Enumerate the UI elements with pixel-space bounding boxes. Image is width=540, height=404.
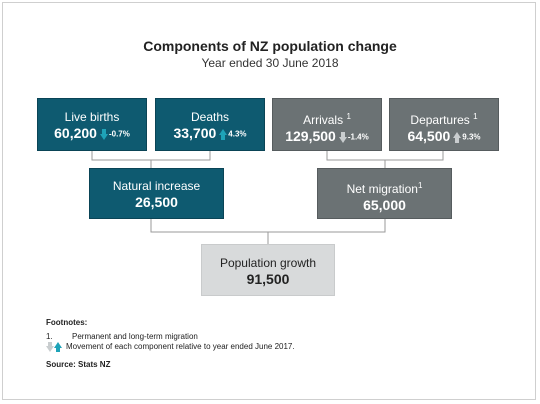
live-births-value: 60,200 — [54, 125, 97, 141]
footnote-1-text: Permanent and long-term migration — [72, 332, 198, 341]
deaths-label: Deaths — [190, 110, 230, 124]
departures-footnote-ref: 1 — [473, 112, 478, 121]
population-growth-value: 91,500 — [246, 271, 290, 287]
arrow-up-icon — [453, 131, 462, 143]
connector-arrivals-departures — [326, 151, 444, 161]
net-migration-label: Net migration — [346, 182, 418, 196]
net-migration-footnote-ref: 1 — [417, 181, 423, 190]
live-births-box: Live births 60,200 -0.7% — [37, 98, 147, 151]
natural-increase-box: Natural increase 26,500 — [89, 168, 224, 219]
deaths-value: 33,700 — [173, 125, 217, 141]
arrow-down-icon — [338, 131, 347, 143]
departures-label: Departures — [410, 113, 470, 127]
figure-title: Components of NZ population change — [143, 38, 397, 54]
footnote-2-text: Movement of each component relative to y… — [66, 342, 295, 352]
footnote-1-marker: 1. — [46, 332, 53, 341]
figure-subtitle: Year ended 30 June 2018 — [201, 56, 339, 70]
live-births-label: Live births — [64, 110, 120, 124]
arrivals-footnote-ref: 1 — [346, 112, 351, 121]
footnotes-heading: Footnotes: — [46, 318, 88, 327]
arrow-up-teal-icon — [54, 342, 62, 352]
population-growth-label: Population growth — [219, 256, 317, 270]
arrivals-value: 129,500 — [285, 128, 336, 144]
departures-value: 64,500 — [407, 128, 451, 144]
natural-increase-label: Natural increase — [112, 179, 201, 193]
net-migration-value: 65,000 — [363, 197, 406, 213]
connector-natural-migration — [150, 219, 386, 233]
departures-box: Departures 1 64,500 9.3% — [389, 98, 499, 151]
population-growth-box: Population growth 91,500 — [201, 244, 335, 296]
arrow-down-grey-icon — [46, 342, 54, 352]
connector-births-deaths — [91, 151, 211, 161]
departures-change: 9.3% — [462, 132, 481, 142]
deaths-change: 4.3% — [228, 129, 247, 139]
arrow-up-icon — [219, 128, 228, 140]
deaths-box: Deaths 33,700 4.3% — [155, 98, 265, 151]
natural-increase-value: 26,500 — [135, 194, 178, 210]
arrivals-label: Arrivals — [303, 113, 344, 127]
arrivals-change: -1.4% — [347, 132, 369, 142]
arrow-down-icon — [99, 128, 108, 140]
net-migration-box: Net migration1 65,000 — [317, 168, 452, 219]
arrivals-box: Arrivals 1 129,500 -1.4% — [272, 98, 382, 151]
source-note: Source: Stats NZ — [46, 360, 111, 369]
live-births-change: -0.7% — [108, 129, 130, 139]
